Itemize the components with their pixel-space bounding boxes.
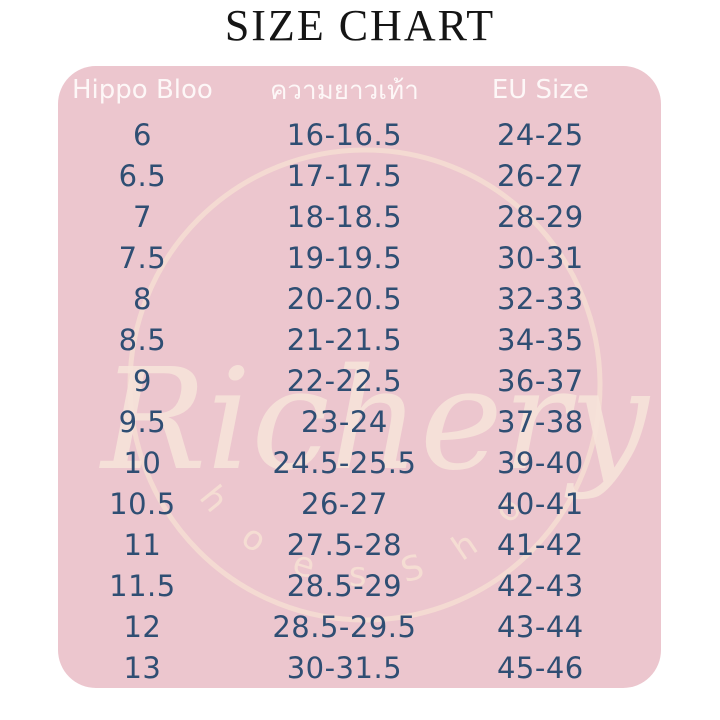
table-row: 6 16-16.5 24-25 xyxy=(58,114,661,155)
table-cell: 10.5 xyxy=(109,486,176,521)
table-cell: 8 xyxy=(132,281,152,316)
page-title: SIZE CHART xyxy=(224,1,496,50)
table-row: 11 27.5-28 41-42 xyxy=(58,524,661,565)
table-cell: 12 xyxy=(123,609,162,644)
table-row: 12 28.5-29.5 43-44 xyxy=(58,606,661,647)
table-cell: 6 xyxy=(132,117,152,152)
table-cell: 30-31 xyxy=(496,240,584,275)
table-row: 10.5 26-27 40-41 xyxy=(58,483,661,524)
table-cell: 40-41 xyxy=(496,486,584,521)
table-header-row: Hippo Bloo ความยาวเท้า EU Size xyxy=(58,66,661,114)
table-row: 8 20-20.5 32-33 xyxy=(58,278,661,319)
table-cell: 28.5-29 xyxy=(286,568,403,603)
table-cell: 24.5-25.5 xyxy=(272,445,417,480)
table-cell: 22-22.5 xyxy=(286,363,403,398)
table-cell: 11.5 xyxy=(109,568,176,603)
table-cell: 7.5 xyxy=(118,240,167,275)
table-cell: 34-35 xyxy=(496,322,584,357)
table-cell: 32-33 xyxy=(496,281,584,316)
table-cell: 17-17.5 xyxy=(286,158,403,193)
table-cell: 27.5-28 xyxy=(286,527,403,562)
table-cell: 26-27 xyxy=(496,158,584,193)
size-table: Hippo Bloo ความยาวเท้า EU Size 6 16-16.5 2… xyxy=(58,66,661,688)
table-cell: 39-40 xyxy=(496,445,584,480)
table-cell: 19-19.5 xyxy=(286,240,403,275)
size-chart-panel: S h o e s S h o p Richery Hippo Bloo ควา… xyxy=(58,66,661,688)
table-cell: 10 xyxy=(123,445,162,480)
table-cell: 24-25 xyxy=(496,117,584,152)
table-cell: 11 xyxy=(123,527,162,562)
column-header-foot-length-thai: ความยาวเท้า xyxy=(270,75,419,106)
table-row: 11.5 28.5-29 42-43 xyxy=(58,565,661,606)
table-cell: 28-29 xyxy=(496,199,584,234)
column-header-eu-size: EU Size xyxy=(491,75,589,105)
table-row: 7.5 19-19.5 30-31 xyxy=(58,237,661,278)
table-cell: 6.5 xyxy=(118,158,167,193)
table-row: 9 22-22.5 36-37 xyxy=(58,360,661,401)
table-cell: 16-16.5 xyxy=(286,117,403,152)
table-cell: 13 xyxy=(123,650,162,685)
table-cell: 9.5 xyxy=(118,404,167,439)
table-cell: 42-43 xyxy=(496,568,584,603)
table-cell: 36-37 xyxy=(496,363,584,398)
table-cell: 20-20.5 xyxy=(286,281,403,316)
table-row: 8.5 21-21.5 34-35 xyxy=(58,319,661,360)
table-cell: 8.5 xyxy=(118,322,167,357)
table-cell: 23-24 xyxy=(301,404,388,439)
column-header-hippo-bloo: Hippo Bloo xyxy=(71,75,213,105)
table-cell: 37-38 xyxy=(496,404,584,439)
table-body: 6 16-16.5 24-25 6.5 17-17.5 26-27 7 18-18.5 28-2… xyxy=(58,114,661,688)
table-cell: 7 xyxy=(132,199,152,234)
table-cell: 43-44 xyxy=(496,609,584,644)
table-row: 9.5 23-24 37-38 xyxy=(58,401,661,442)
table-cell: 28.5-29.5 xyxy=(272,609,417,644)
table-row: 6.5 17-17.5 26-27 xyxy=(58,155,661,196)
table-cell: 26-27 xyxy=(301,486,388,521)
table-row: 10 24.5-25.5 39-40 xyxy=(58,442,661,483)
table-cell: 41-42 xyxy=(496,527,584,562)
table-cell: 9 xyxy=(132,363,152,398)
table-cell: 45-46 xyxy=(496,650,584,685)
table-row: 13 30-31.5 45-46 xyxy=(58,647,661,688)
table-cell: 18-18.5 xyxy=(286,199,403,234)
table-cell: 30-31.5 xyxy=(286,650,403,685)
table-row: 7 18-18.5 28-29 xyxy=(58,196,661,237)
table-cell: 21-21.5 xyxy=(286,322,403,357)
